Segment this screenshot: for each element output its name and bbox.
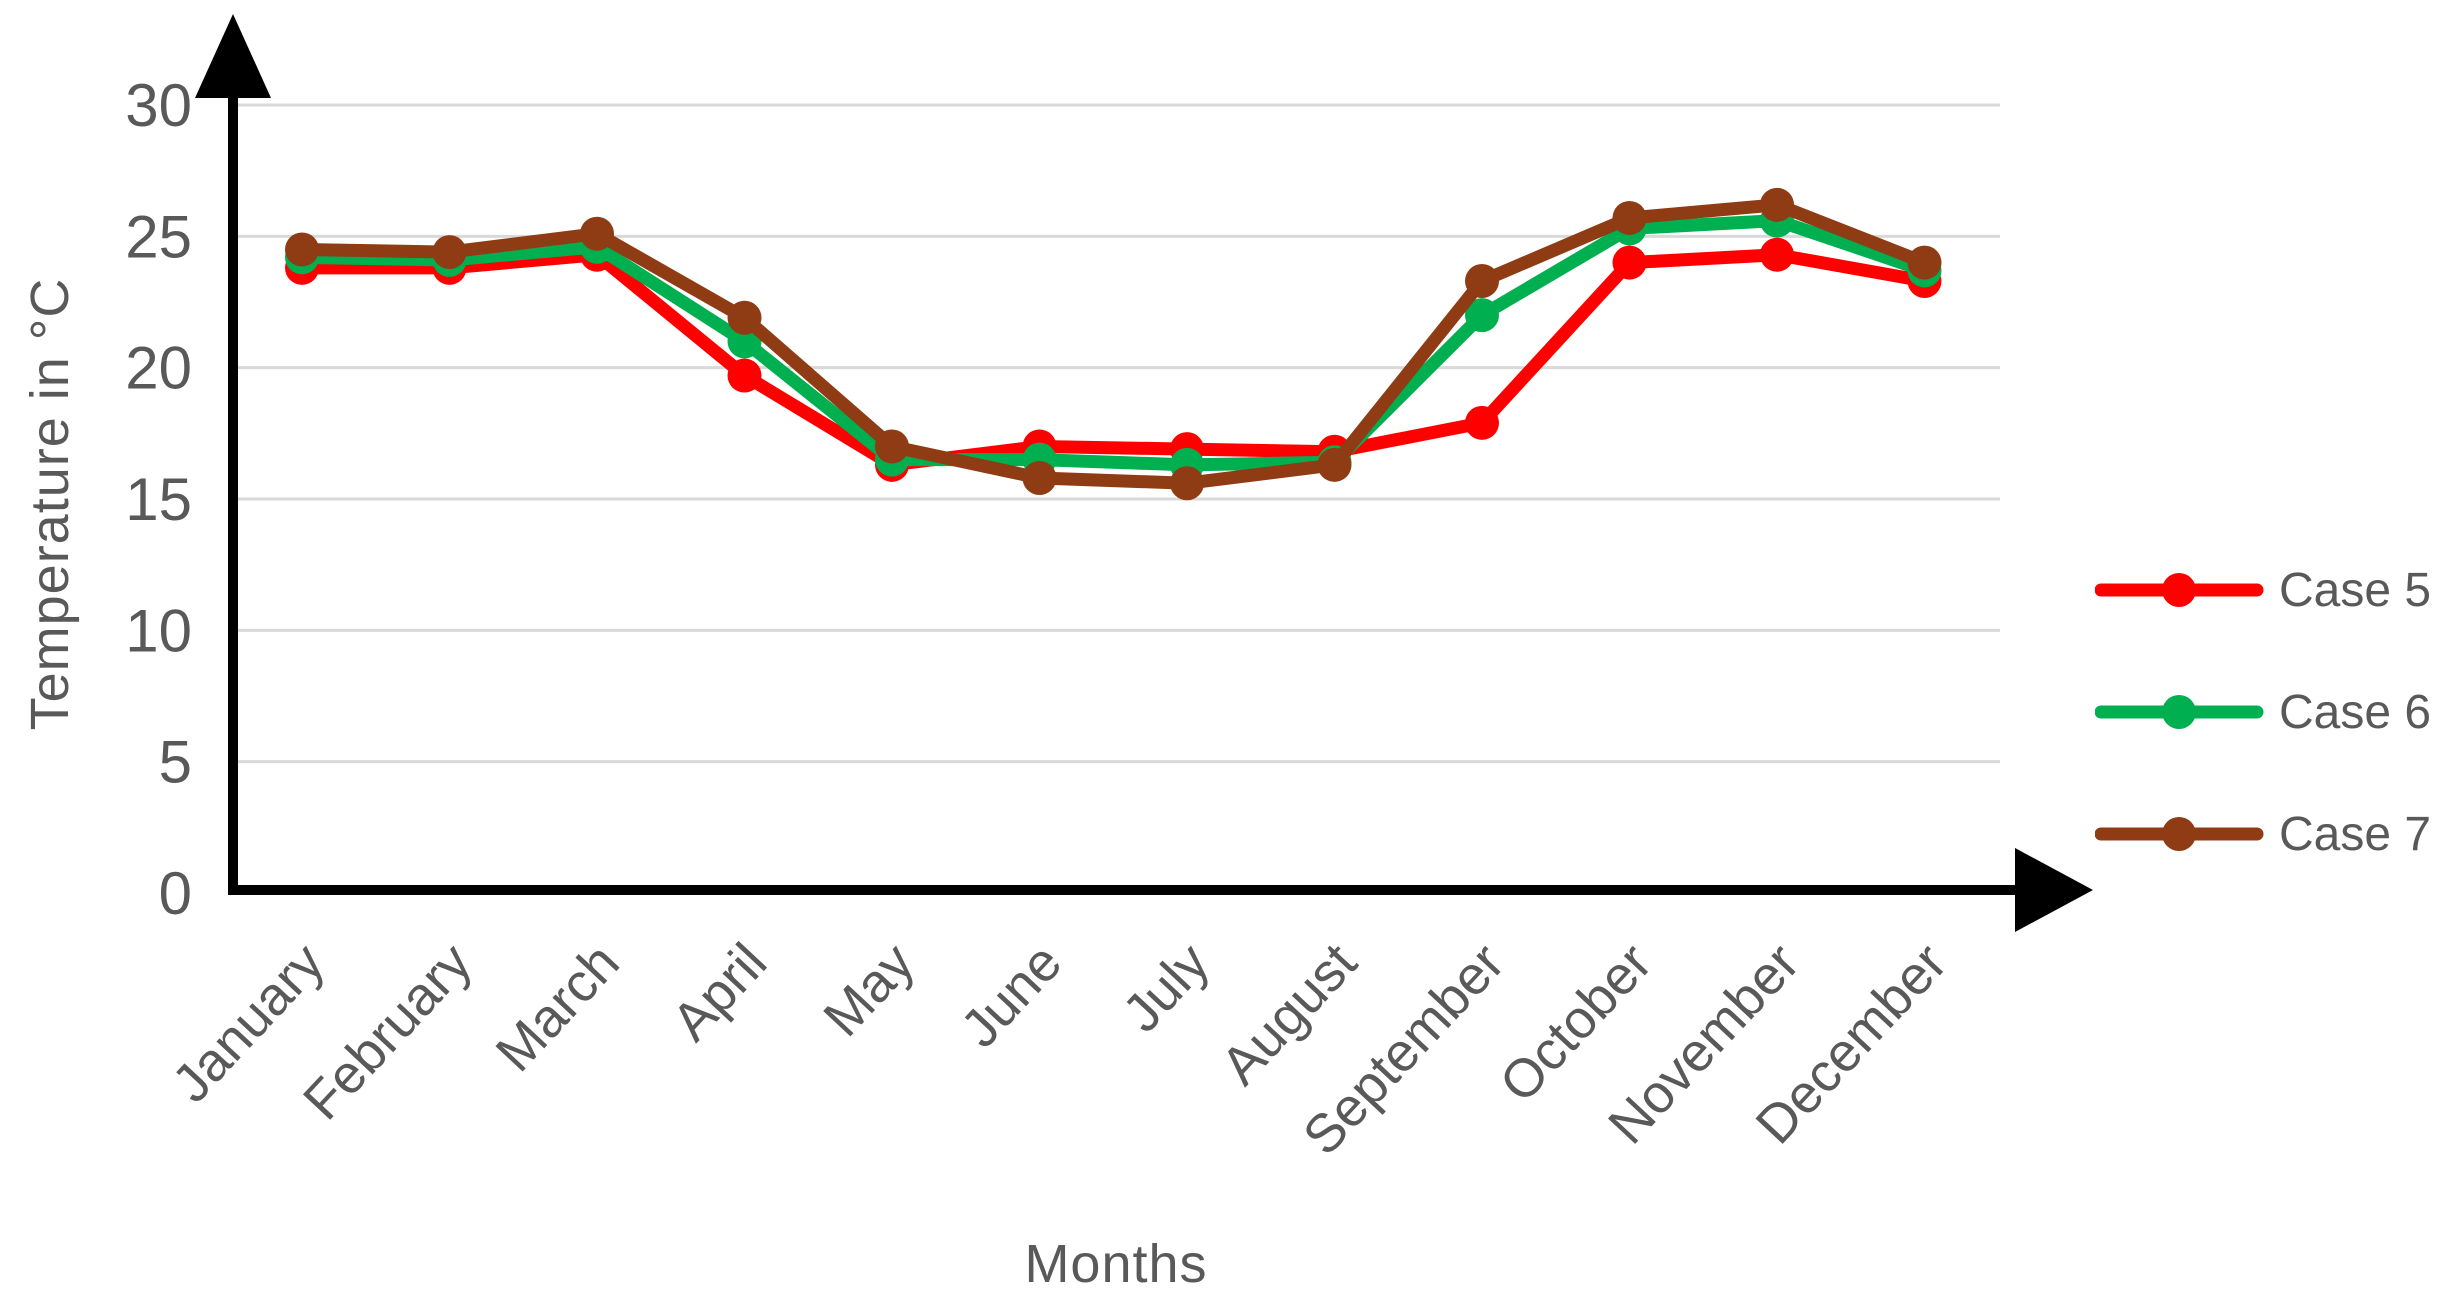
data-point-case7-october xyxy=(1612,200,1647,235)
legend: Case 5 Case 6 Case 7 xyxy=(2095,560,2431,864)
data-point-case7-may xyxy=(875,429,909,464)
x-tick-label-may: May xyxy=(812,932,925,1048)
legend-label: Case 7 xyxy=(2279,807,2432,861)
data-point-case7-april xyxy=(727,300,762,335)
data-point-case7-november xyxy=(1760,187,1794,222)
y-axis-arrow xyxy=(195,14,271,98)
legend-marker-icon xyxy=(2095,573,2264,607)
legend-dot xyxy=(2162,573,2196,607)
series-line-case6 xyxy=(295,214,1931,472)
series-line-case5 xyxy=(295,248,1931,472)
series-line-case7 xyxy=(295,198,1931,490)
legend-item-case7: Case 7 xyxy=(2095,804,2431,864)
legend-marker-icon xyxy=(2095,817,2264,851)
data-point-case7-january xyxy=(285,232,319,267)
data-point-case5-april xyxy=(727,358,762,393)
x-tick-label-april: April xyxy=(661,932,779,1052)
y-tick-label-15: 15 xyxy=(125,466,192,533)
legend-item-case6: Case 6 xyxy=(2095,682,2431,742)
data-point-case5-october xyxy=(1612,245,1647,280)
data-point-case7-august xyxy=(1317,447,1352,482)
x-tick-label-june: June xyxy=(950,932,1074,1059)
data-point-case7-february xyxy=(432,235,467,270)
data-point-case5-november xyxy=(1760,237,1794,272)
data-point-case7-march xyxy=(580,216,614,251)
y-tick-label-20: 20 xyxy=(125,335,192,402)
legend-label: Case 5 xyxy=(2279,563,2432,617)
data-point-case6-september xyxy=(1465,298,1499,333)
x-axis-arrow xyxy=(2015,848,2093,932)
data-point-case7-september xyxy=(1465,263,1499,298)
y-axis-title: Temperature in °C xyxy=(20,277,80,731)
legend-marker-icon xyxy=(2095,695,2264,729)
y-tick-label-0: 0 xyxy=(159,860,192,927)
y-tick-label-5: 5 xyxy=(159,729,192,796)
data-point-case7-june xyxy=(1022,460,1057,495)
legend-label: Case 6 xyxy=(2279,685,2432,739)
data-point-case5-september xyxy=(1465,405,1499,440)
x-tick-label-july: July xyxy=(1111,932,1220,1043)
data-point-case7-december xyxy=(1907,245,1942,280)
data-point-case7-july xyxy=(1170,466,1204,501)
legend-dot xyxy=(2162,695,2196,729)
y-tick-label-30: 30 xyxy=(125,72,192,139)
x-axis-title: Months xyxy=(1024,1234,1208,1294)
y-tick-label-10: 10 xyxy=(125,597,192,664)
y-tick-label-25: 25 xyxy=(125,203,192,270)
x-tick-label-march: March xyxy=(485,932,631,1083)
legend-item-case5: Case 5 xyxy=(2095,560,2431,620)
legend-dot xyxy=(2162,817,2196,851)
